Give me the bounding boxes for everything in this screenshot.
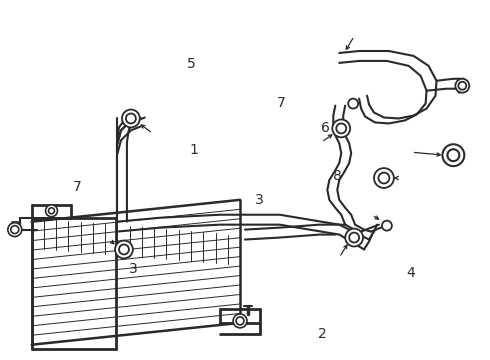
Circle shape — [345, 229, 363, 247]
Circle shape — [49, 208, 54, 214]
Circle shape — [126, 113, 136, 123]
Circle shape — [442, 144, 465, 166]
Circle shape — [11, 226, 19, 234]
Text: 2: 2 — [318, 327, 327, 341]
Circle shape — [447, 149, 459, 161]
Circle shape — [336, 123, 346, 133]
Text: 7: 7 — [73, 180, 82, 194]
Text: 1: 1 — [190, 143, 198, 157]
Circle shape — [348, 99, 358, 109]
Circle shape — [382, 221, 392, 231]
Text: 5: 5 — [187, 57, 196, 71]
Circle shape — [236, 317, 244, 325]
Circle shape — [378, 172, 390, 184]
Circle shape — [455, 79, 469, 93]
Circle shape — [374, 168, 394, 188]
Circle shape — [122, 109, 140, 127]
Circle shape — [332, 120, 350, 137]
Text: 6: 6 — [321, 121, 330, 135]
Circle shape — [115, 240, 133, 258]
Text: 3: 3 — [255, 193, 264, 207]
Circle shape — [8, 223, 22, 237]
Text: 4: 4 — [406, 266, 415, 280]
Circle shape — [46, 205, 57, 217]
Text: 7: 7 — [277, 96, 286, 110]
Text: 3: 3 — [129, 262, 138, 276]
Text: 8: 8 — [333, 170, 342, 184]
Circle shape — [349, 233, 359, 243]
Circle shape — [458, 82, 466, 90]
Circle shape — [233, 314, 247, 328]
Circle shape — [119, 244, 129, 255]
